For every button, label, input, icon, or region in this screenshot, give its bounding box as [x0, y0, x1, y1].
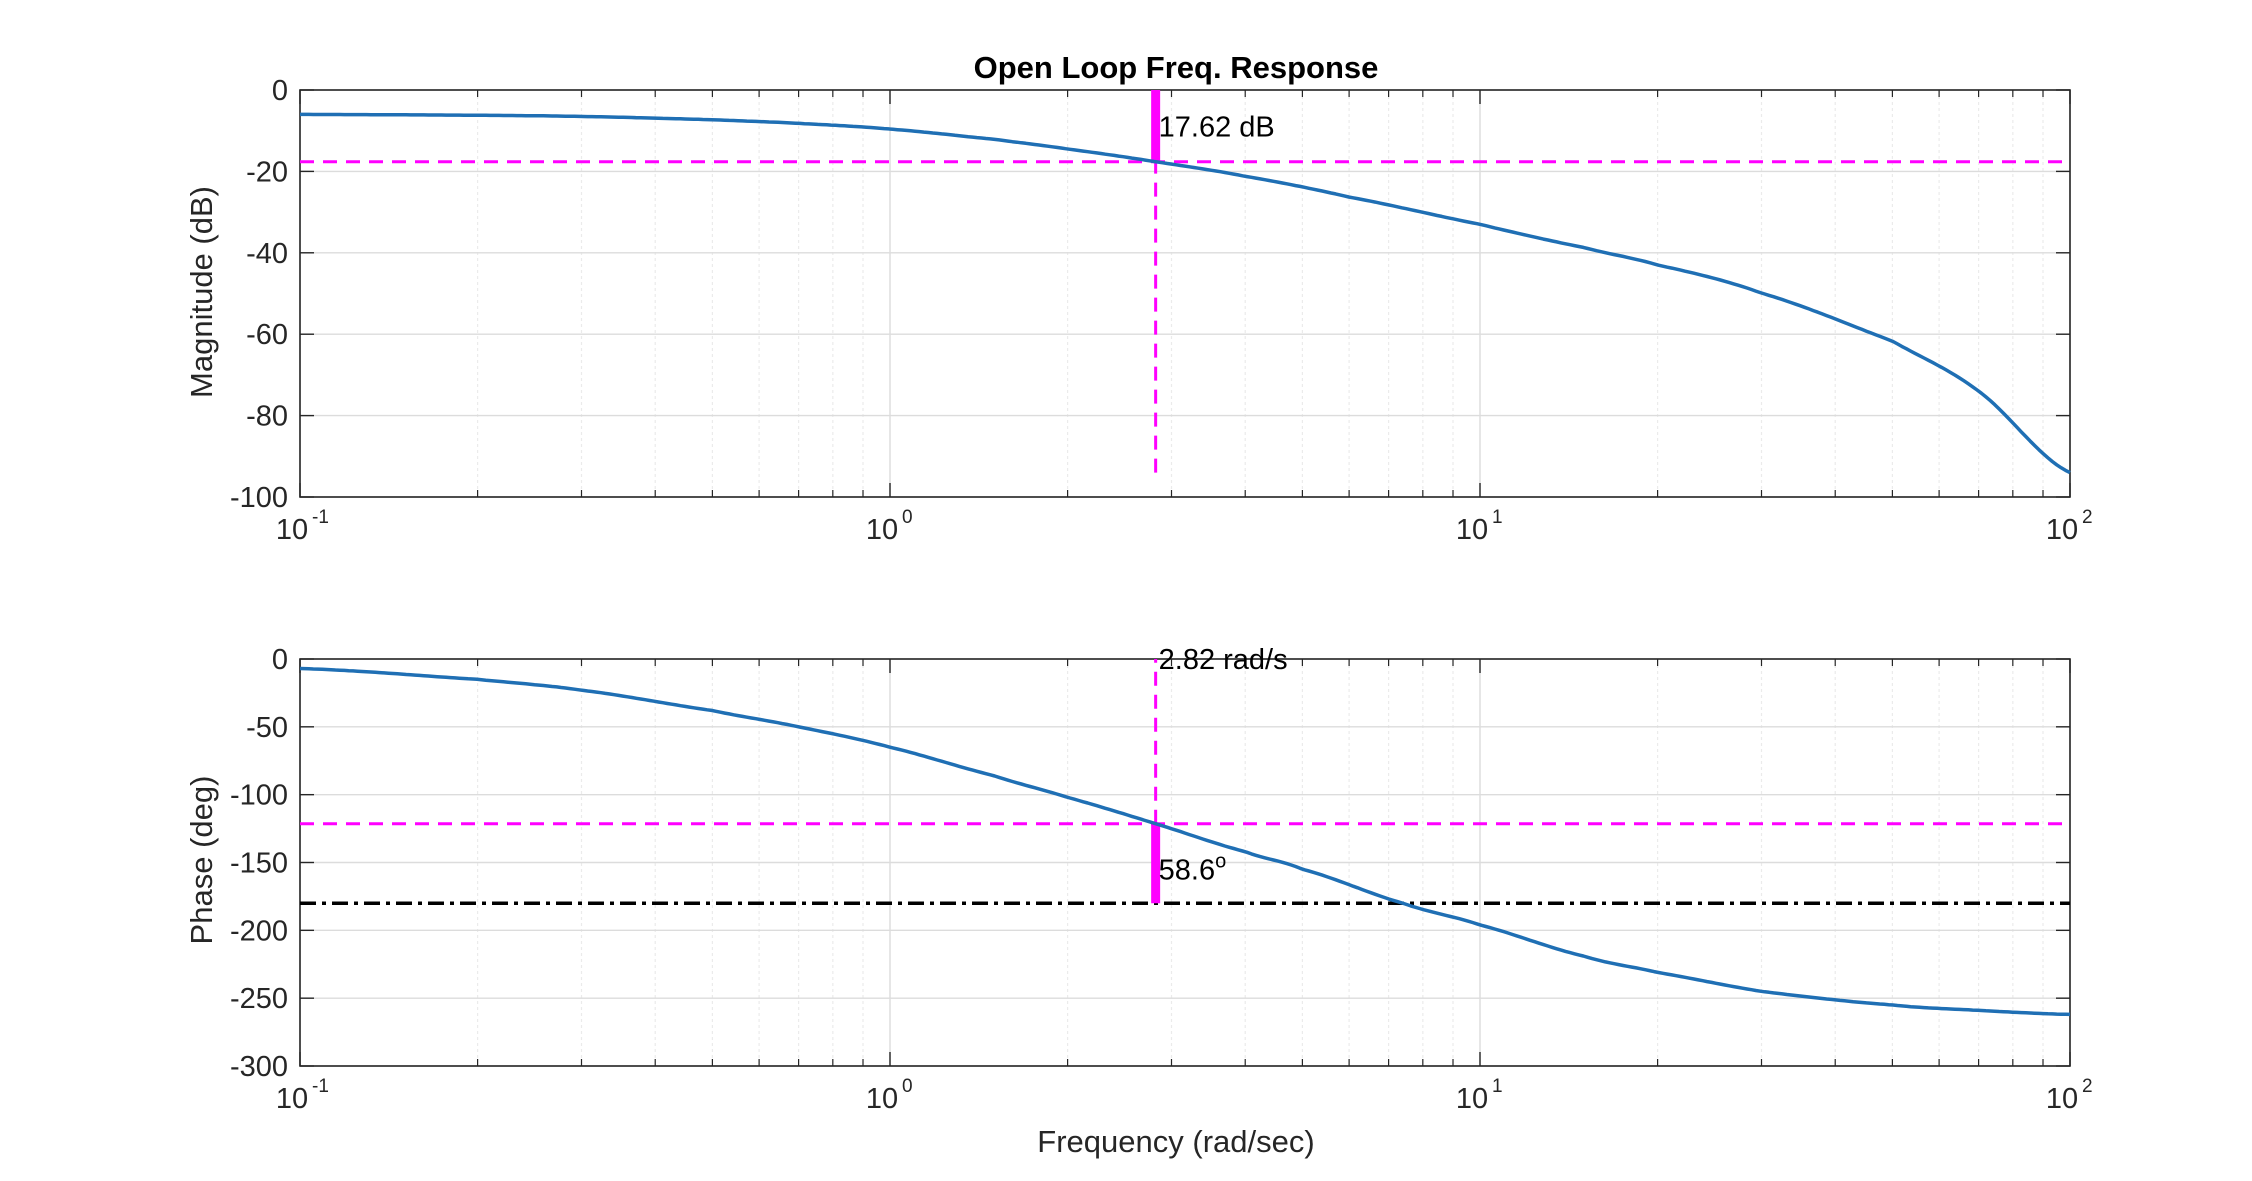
annotation-text: 58.6 — [1159, 854, 1215, 886]
x-tick-label: 10 — [2046, 1083, 2078, 1115]
x-tick-exponent: 2 — [2082, 1076, 2093, 1097]
y-tick-label: -20 — [246, 156, 288, 188]
x-tick-label: 10 — [276, 514, 308, 546]
annotation-label: 58.6o — [1159, 850, 1227, 886]
annotation-text: 2.82 rad/s — [1159, 644, 1288, 676]
x-tick-label: 10 — [1456, 514, 1488, 546]
annotation-text: 17.62 dB — [1159, 112, 1275, 144]
x-tick-exponent: 0 — [902, 1076, 913, 1097]
axes-box — [299, 89, 2071, 498]
annotation-label: 2.82 rad/s — [1159, 644, 1288, 676]
y-tick-label: -100 — [230, 780, 288, 812]
y-tick-label: -150 — [230, 848, 288, 880]
y-tick-label: -200 — [230, 915, 288, 947]
x-tick-label: 10 — [276, 1083, 308, 1115]
y-tick-label: 0 — [272, 644, 288, 676]
y-tick-label: -300 — [230, 1051, 288, 1083]
magnitude-y-axis-label: Magnitude (dB) — [184, 186, 219, 398]
y-tick-label: -40 — [246, 238, 288, 270]
response-curve — [300, 112, 2071, 475]
y-tick-label: -250 — [230, 983, 288, 1015]
y-tick-label: -60 — [246, 319, 288, 351]
y-tick-label: -100 — [230, 482, 288, 514]
y-tick-label: 0 — [272, 75, 288, 107]
annotation-degree-sup: o — [1215, 850, 1226, 872]
x-tick-exponent: -1 — [312, 507, 329, 528]
response-curve — [299, 666, 2071, 1017]
x-tick-exponent: 1 — [1492, 1076, 1503, 1097]
x-tick-label: 10 — [2046, 514, 2078, 546]
y-tick-label: -50 — [246, 712, 288, 744]
chart-title: Open Loop Freq. Response — [974, 50, 1379, 85]
annotation-label: 17.62 dB — [1159, 112, 1275, 144]
x-tick-exponent: 0 — [902, 507, 913, 528]
x-axis-label: Frequency (rad/sec) — [1037, 1124, 1314, 1159]
x-tick-exponent: 1 — [1492, 507, 1503, 528]
x-tick-label: 10 — [866, 514, 898, 546]
phase-y-axis-label: Phase (deg) — [184, 776, 219, 945]
y-tick-label: -80 — [246, 401, 288, 433]
x-tick-exponent: 2 — [2082, 507, 2093, 528]
x-tick-label: 10 — [1456, 1083, 1488, 1115]
x-tick-label: 10 — [866, 1083, 898, 1115]
x-tick-exponent: -1 — [312, 1076, 329, 1097]
phase-plot: 10 -1 10 0 10 1 10 20-50-100-150-200-250-3002.8… — [230, 644, 2093, 1115]
